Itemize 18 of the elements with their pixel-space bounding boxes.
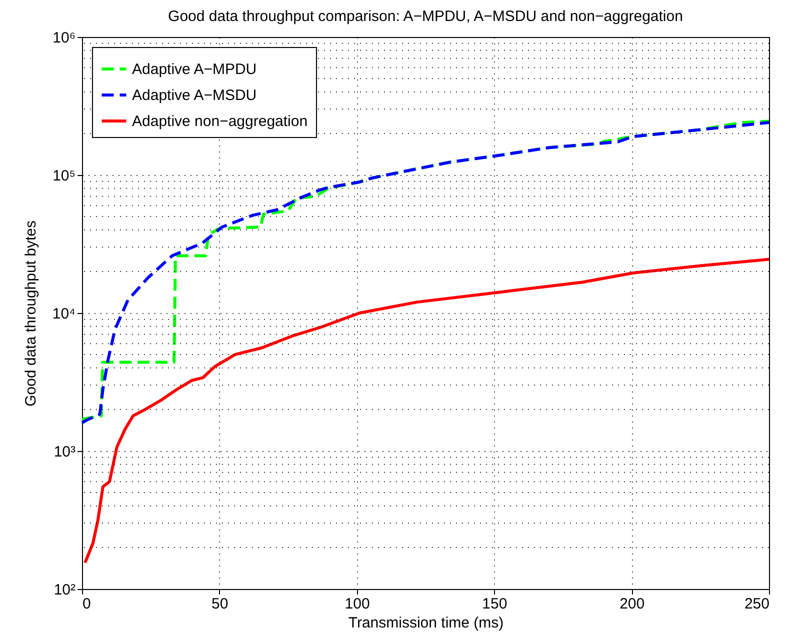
x-tick-label: 100	[344, 596, 370, 612]
x-tick-label: 250	[744, 596, 770, 612]
x-tick-label: 150	[482, 596, 508, 612]
line-series	[84, 258, 770, 564]
y-tick-label: 10⁶	[52, 30, 76, 46]
y-tick-label: 10²	[54, 582, 76, 598]
y-tick-label: 10⁵	[52, 168, 76, 184]
y-tick-label: 10⁴	[52, 306, 76, 322]
x-tick-label: 50	[212, 596, 228, 612]
legend-label: Adaptive A−MPDU	[132, 61, 257, 78]
chart-title: Good data throughput comparison: A−MPDU, A−MSDU and non−aggregation	[168, 8, 683, 25]
x-axis-title: Transmission time (ms)	[348, 614, 504, 632]
y-tick-label: 10³	[54, 444, 76, 460]
x-tick-label: 0	[82, 596, 91, 612]
legend-label: Adaptive non−aggregation	[132, 113, 308, 130]
legend-label: Adaptive A−MSDU	[132, 87, 257, 104]
y-axis-title: Good data throughput bytes	[22, 220, 40, 406]
x-tick-label: 200	[620, 596, 645, 612]
